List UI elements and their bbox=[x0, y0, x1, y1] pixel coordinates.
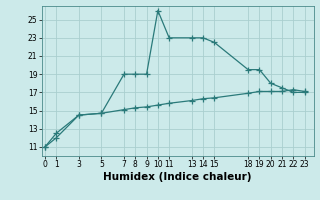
X-axis label: Humidex (Indice chaleur): Humidex (Indice chaleur) bbox=[103, 172, 252, 182]
